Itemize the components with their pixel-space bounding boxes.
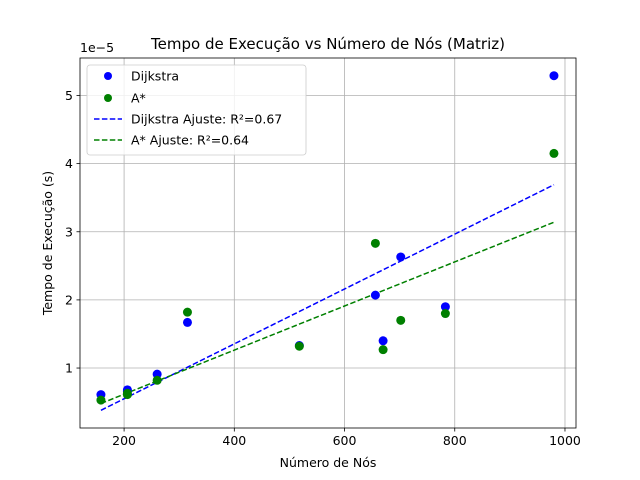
legend-marker-dijkstra bbox=[104, 72, 112, 80]
data-point-dijkstra bbox=[396, 252, 406, 262]
axis-ticks: 200 400 600 800 1000 1 2 3 4 5 bbox=[65, 88, 581, 448]
data-point-astar bbox=[549, 148, 559, 158]
y-tick-label: 4 bbox=[65, 156, 73, 171]
x-tick-label: 1000 bbox=[549, 433, 581, 448]
legend-label-astar-fit: A* Ajuste: R²=0.64 bbox=[131, 133, 249, 148]
x-tick-label: 200 bbox=[112, 433, 136, 448]
data-points bbox=[96, 71, 559, 405]
data-point-dijkstra bbox=[549, 71, 559, 81]
data-point-dijkstra bbox=[182, 317, 192, 327]
x-axis-label: Número de Nós bbox=[280, 455, 377, 470]
chart-title: Tempo de Execução vs Número de Nós (Matr… bbox=[150, 35, 505, 53]
legend-label-dijkstra-fit: Dijkstra Ajuste: R²=0.67 bbox=[131, 112, 282, 127]
data-point-astar bbox=[440, 309, 450, 319]
data-point-dijkstra bbox=[378, 336, 388, 346]
y-tick-label: 3 bbox=[65, 224, 73, 239]
data-point-astar bbox=[294, 341, 304, 351]
data-point-astar bbox=[378, 345, 388, 355]
x-tick-label: 800 bbox=[443, 433, 467, 448]
data-point-astar bbox=[396, 315, 406, 325]
fit-line-astar-fit bbox=[100, 221, 555, 405]
legend-box bbox=[86, 64, 307, 156]
y-tick-label: 5 bbox=[65, 88, 73, 103]
data-point-astar bbox=[370, 238, 380, 248]
plot-frame bbox=[79, 57, 577, 429]
y-axis-label: Tempo de Execução (s) bbox=[40, 171, 55, 316]
data-point-dijkstra bbox=[440, 302, 450, 312]
data-point-astar bbox=[96, 395, 106, 405]
fit-lines bbox=[100, 184, 555, 411]
y-tick-label: 2 bbox=[65, 292, 73, 307]
data-point-astar bbox=[182, 307, 192, 317]
data-point-astar bbox=[152, 375, 162, 385]
data-point-dijkstra bbox=[370, 290, 380, 300]
x-tick-label: 400 bbox=[222, 433, 246, 448]
legend-label-astar: A* bbox=[131, 91, 146, 106]
data-point-astar bbox=[122, 390, 132, 400]
legend-marker-astar bbox=[104, 94, 112, 102]
legend: Dijkstra A* Dijkstra Ajuste: R²=0.67 A* … bbox=[86, 64, 307, 156]
y-tick-label: 1 bbox=[65, 361, 73, 376]
y-offset-label: 1e−5 bbox=[80, 40, 114, 55]
x-tick-label: 600 bbox=[333, 433, 357, 448]
legend-label-dijkstra: Dijkstra bbox=[131, 69, 179, 84]
